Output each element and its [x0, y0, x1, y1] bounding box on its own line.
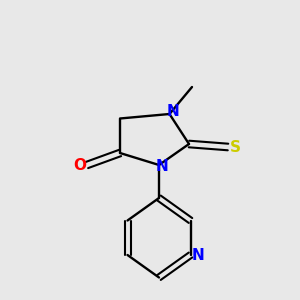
- Text: N: N: [167, 103, 179, 118]
- Text: S: S: [230, 140, 241, 154]
- Text: N: N: [156, 159, 168, 174]
- Text: N: N: [192, 248, 205, 262]
- Text: O: O: [73, 158, 86, 172]
